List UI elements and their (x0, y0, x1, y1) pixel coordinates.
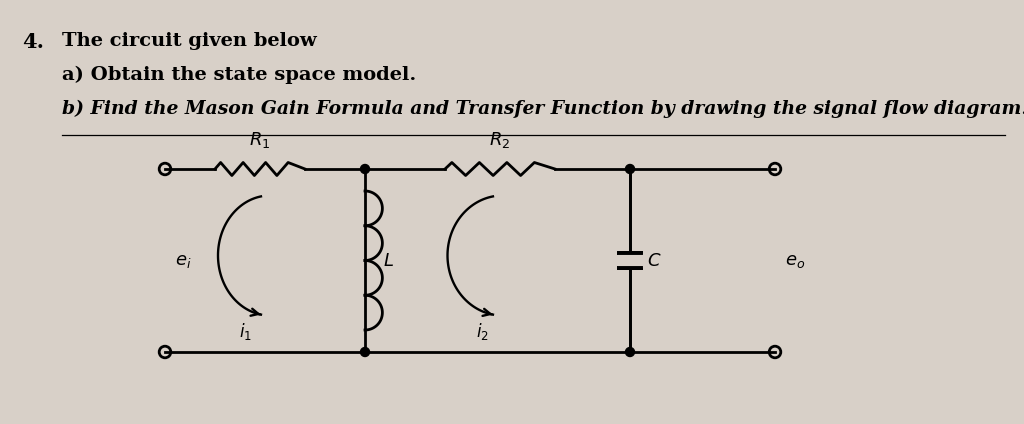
Text: $i_2$: $i_2$ (476, 321, 488, 342)
Text: 4.: 4. (22, 32, 44, 52)
Text: $e_i$: $e_i$ (175, 251, 191, 270)
Text: $C$: $C$ (647, 251, 662, 270)
Text: $R_2$: $R_2$ (489, 130, 511, 150)
Text: The circuit given below: The circuit given below (62, 32, 316, 50)
Text: $L$: $L$ (383, 251, 394, 270)
Circle shape (360, 348, 370, 357)
Text: $e_o$: $e_o$ (785, 251, 805, 270)
Text: b) Find the Mason Gain Formula and Transfer Function by drawing the signal flow : b) Find the Mason Gain Formula and Trans… (62, 100, 1024, 118)
Circle shape (360, 165, 370, 173)
Text: $i_1$: $i_1$ (239, 321, 252, 342)
Text: a) Obtain the state space model.: a) Obtain the state space model. (62, 66, 416, 84)
Circle shape (626, 165, 635, 173)
Text: $R_1$: $R_1$ (249, 130, 270, 150)
Circle shape (626, 348, 635, 357)
